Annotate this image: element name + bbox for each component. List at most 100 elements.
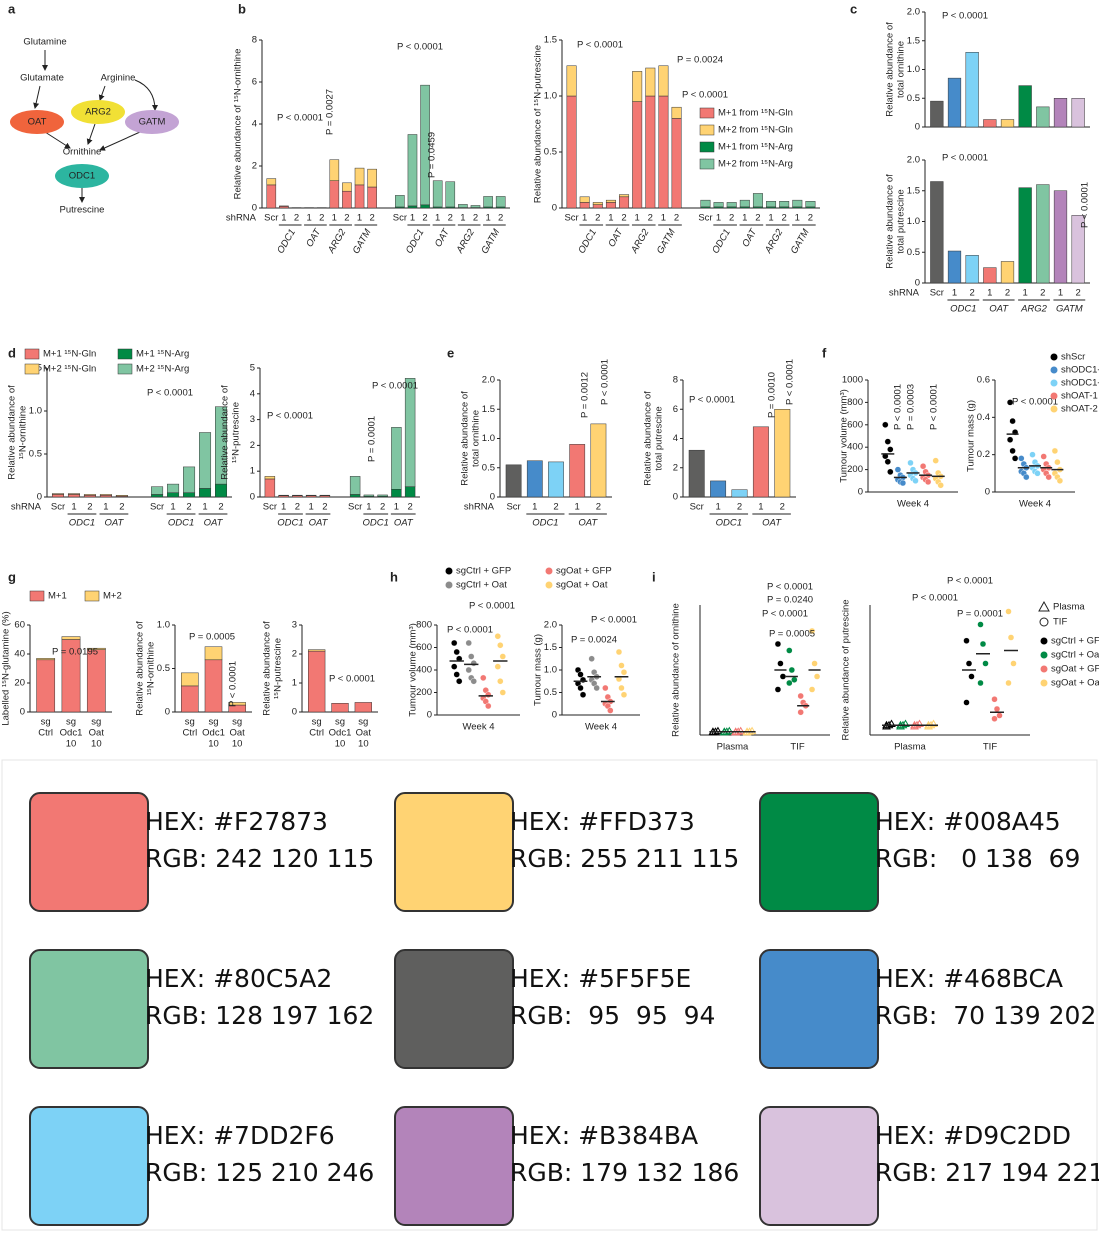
bar [181, 672, 199, 687]
bar [167, 492, 180, 498]
annotation: P = 0.0024 [677, 55, 723, 66]
bar [569, 444, 586, 498]
y-axis-label: Tumour mass (g) [533, 634, 544, 706]
y-tick-label: 6 [252, 77, 257, 88]
group-label: OAT [989, 304, 1009, 315]
bar [367, 168, 377, 188]
point [1006, 399, 1014, 406]
bar [930, 100, 944, 128]
point [884, 438, 891, 445]
y-tick-label: 20 [14, 678, 25, 689]
panel-label: c [850, 1, 857, 16]
bar [1000, 261, 1015, 284]
x-tick-label: Scr [264, 213, 278, 224]
panel-label: e [447, 345, 454, 360]
bar [228, 702, 246, 706]
x-tick-label: 1 [103, 502, 108, 513]
x-tick-label: 1 [952, 288, 957, 299]
point [929, 719, 938, 727]
group-label: ODC1 [69, 518, 95, 529]
x-tick-label: 1 [582, 213, 587, 224]
y-axis-label: Relative abundance of [643, 391, 654, 486]
x-tick-label: 10 [66, 739, 77, 750]
y-axis-label: Relative abundance of ornithine [671, 603, 682, 737]
point [1056, 477, 1064, 484]
x-tick-label: 1 [308, 502, 313, 513]
point [577, 684, 584, 692]
bar [752, 426, 769, 498]
point [779, 673, 787, 680]
point [1009, 447, 1016, 455]
y-tick-label: 1 [292, 678, 297, 689]
point [1045, 473, 1052, 481]
y-tick-label: 4 [250, 388, 255, 399]
bar [51, 493, 64, 495]
y-axis-label: ¹⁵N-ornithine [18, 406, 29, 460]
point [786, 647, 793, 654]
bar [404, 486, 416, 498]
y-axis-label: Relative abundance of [885, 22, 896, 117]
y-axis-label: total ornithine [471, 410, 482, 467]
group-label: ODC1 [532, 518, 558, 529]
x-tick-label: Odc1 [202, 728, 225, 739]
x-tick-label: 2 [729, 213, 734, 224]
bar [319, 494, 331, 496]
point [451, 639, 458, 647]
bar [420, 84, 430, 206]
x-tick-label: TIF [983, 742, 997, 753]
bar [354, 184, 365, 209]
y-tick-label: 2 [250, 440, 255, 451]
point [979, 640, 987, 648]
x-tick-label: 1 [71, 502, 76, 513]
y-axis-label: Relative abundance of [885, 174, 896, 269]
legend-swatch [117, 348, 133, 360]
y-axis-label: Relative abundance of [135, 621, 146, 716]
annotation: P < 0.0001 [469, 601, 515, 612]
legend-label: sgOat + Oat [1051, 678, 1099, 689]
point [924, 478, 932, 486]
bar [367, 186, 377, 209]
annotation: P = 0.0195 [52, 647, 98, 658]
x-tick-label: 2 [970, 288, 975, 299]
point [774, 640, 782, 648]
bar [619, 194, 630, 198]
point [788, 666, 796, 674]
point [919, 463, 927, 470]
point [1040, 453, 1047, 460]
x-tick-label: 1 [485, 213, 490, 224]
x-tick-label: 1 [332, 213, 337, 224]
legend-swatch [445, 581, 453, 589]
x-tick-label: 2 [1005, 288, 1010, 299]
bar [278, 494, 289, 496]
annotation: P = 0.0027 [325, 89, 336, 135]
point [618, 662, 625, 669]
hex-label: HEX: #5F5F5E [510, 964, 691, 993]
point [915, 719, 924, 727]
point [991, 715, 998, 722]
x-tick-label: 2 [737, 502, 742, 513]
x-tick-label: Week 4 [585, 722, 617, 733]
x-tick-label: 2 [448, 213, 453, 224]
y-tick-label: 8 [673, 375, 678, 386]
x-tick-label: Week 4 [1019, 499, 1051, 510]
point [494, 633, 501, 640]
y-tick-label: 8 [252, 35, 257, 46]
point [593, 684, 600, 692]
x-tick-label: 1 [575, 502, 580, 513]
x-tick-label: 2 [369, 213, 374, 224]
bar [1053, 190, 1068, 284]
legend-label: sgCtrl + GFP [1051, 636, 1099, 647]
legend-swatch [29, 590, 45, 602]
point [468, 653, 475, 660]
bar [305, 494, 317, 496]
legend-swatch [1040, 651, 1048, 659]
x-prefix: shRNA [11, 502, 42, 513]
x-tick-label: 2 [808, 213, 813, 224]
y-axis-label: total ornithine [896, 41, 907, 98]
x-tick-label: Ctrl [182, 728, 197, 739]
bar [632, 71, 643, 102]
x-tick-label: TIF [790, 742, 804, 753]
legend-swatch [1040, 637, 1048, 645]
y-tick-label: 600 [847, 419, 863, 430]
point [797, 692, 804, 700]
